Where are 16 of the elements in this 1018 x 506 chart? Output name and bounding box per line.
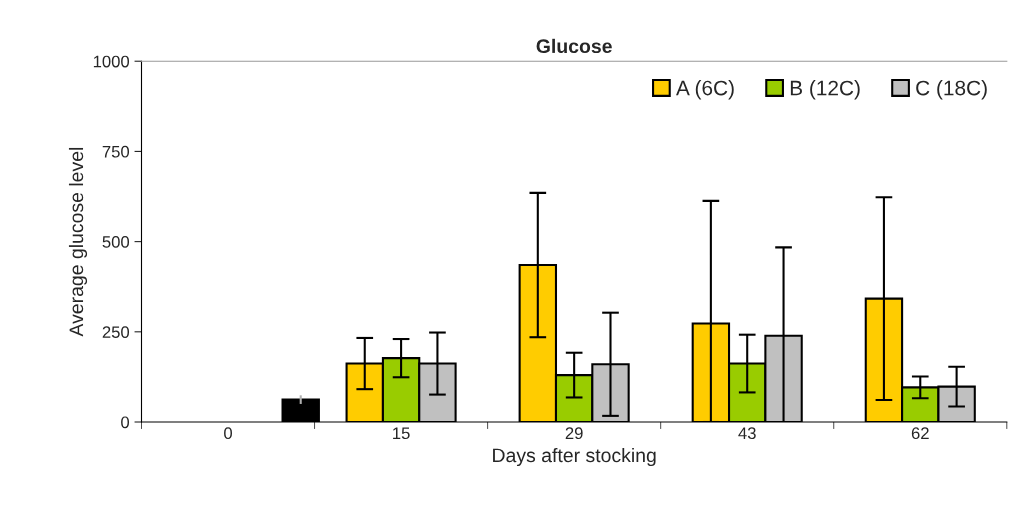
legend-label: B (12C) <box>790 80 860 100</box>
y-tick-label: 750 <box>102 145 130 158</box>
legend-label: C (18C) <box>916 80 987 100</box>
chart-title: Glucose <box>536 38 612 54</box>
x-tick-label: 62 <box>911 427 929 440</box>
x-tick-label: 29 <box>565 427 583 440</box>
y-tick-label: 0 <box>121 416 130 429</box>
y-axis-title: Average glucose level <box>68 147 88 337</box>
legend-label: A (6C) <box>676 80 734 100</box>
x-tick-label: 43 <box>738 427 756 440</box>
y-tick-label: 1000 <box>93 55 130 68</box>
y-tick-label: 250 <box>102 326 130 339</box>
y-tick-label: 500 <box>102 236 130 248</box>
x-axis-title: Days after stocking <box>493 447 656 467</box>
x-tick-label: 0 <box>224 427 233 440</box>
x-tick-label: 15 <box>393 427 410 440</box>
